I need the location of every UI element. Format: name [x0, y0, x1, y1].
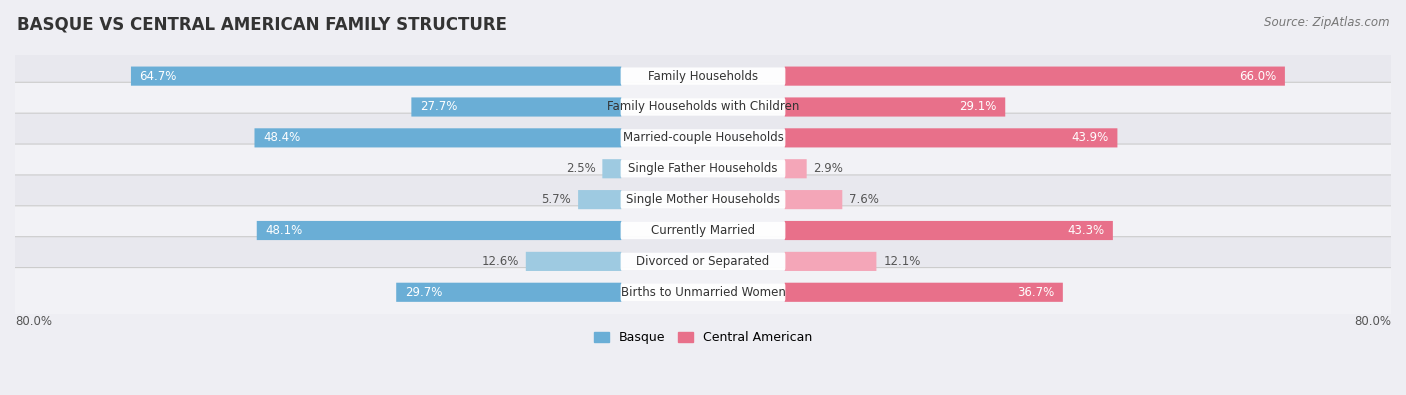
- FancyBboxPatch shape: [620, 253, 786, 270]
- FancyBboxPatch shape: [785, 66, 1285, 86]
- FancyBboxPatch shape: [131, 66, 621, 86]
- FancyBboxPatch shape: [785, 98, 1005, 117]
- Text: 43.9%: 43.9%: [1071, 132, 1109, 145]
- FancyBboxPatch shape: [620, 284, 786, 301]
- FancyBboxPatch shape: [620, 160, 786, 177]
- Text: 36.7%: 36.7%: [1017, 286, 1054, 299]
- FancyBboxPatch shape: [602, 159, 621, 178]
- FancyBboxPatch shape: [785, 283, 1063, 302]
- Text: Source: ZipAtlas.com: Source: ZipAtlas.com: [1264, 16, 1389, 29]
- FancyBboxPatch shape: [785, 128, 1118, 147]
- FancyBboxPatch shape: [254, 128, 621, 147]
- FancyBboxPatch shape: [785, 159, 807, 178]
- Text: Family Households with Children: Family Households with Children: [607, 100, 799, 113]
- Text: 80.0%: 80.0%: [15, 314, 52, 327]
- Text: 29.1%: 29.1%: [959, 100, 997, 113]
- Text: 12.6%: 12.6%: [481, 255, 519, 268]
- Text: 2.9%: 2.9%: [814, 162, 844, 175]
- FancyBboxPatch shape: [8, 237, 1398, 286]
- FancyBboxPatch shape: [8, 175, 1398, 224]
- FancyBboxPatch shape: [8, 113, 1398, 163]
- Text: Births to Unmarried Women: Births to Unmarried Women: [620, 286, 786, 299]
- Text: 43.3%: 43.3%: [1067, 224, 1104, 237]
- Text: 27.7%: 27.7%: [420, 100, 457, 113]
- FancyBboxPatch shape: [620, 98, 786, 116]
- Text: 29.7%: 29.7%: [405, 286, 441, 299]
- Text: Family Households: Family Households: [648, 70, 758, 83]
- Text: 66.0%: 66.0%: [1239, 70, 1277, 83]
- FancyBboxPatch shape: [578, 190, 621, 209]
- FancyBboxPatch shape: [785, 252, 876, 271]
- FancyBboxPatch shape: [620, 68, 786, 85]
- FancyBboxPatch shape: [8, 144, 1398, 194]
- Text: 5.7%: 5.7%: [541, 193, 571, 206]
- Legend: Basque, Central American: Basque, Central American: [589, 326, 817, 349]
- Text: BASQUE VS CENTRAL AMERICAN FAMILY STRUCTURE: BASQUE VS CENTRAL AMERICAN FAMILY STRUCT…: [17, 16, 508, 34]
- Text: 64.7%: 64.7%: [139, 70, 177, 83]
- Text: Single Mother Households: Single Mother Households: [626, 193, 780, 206]
- FancyBboxPatch shape: [785, 221, 1114, 240]
- FancyBboxPatch shape: [396, 283, 621, 302]
- FancyBboxPatch shape: [620, 191, 786, 208]
- FancyBboxPatch shape: [412, 98, 621, 117]
- Text: Married-couple Households: Married-couple Households: [623, 132, 783, 145]
- FancyBboxPatch shape: [785, 190, 842, 209]
- Text: Single Father Households: Single Father Households: [628, 162, 778, 175]
- Text: 7.6%: 7.6%: [849, 193, 879, 206]
- Text: 80.0%: 80.0%: [1354, 314, 1391, 327]
- FancyBboxPatch shape: [8, 206, 1398, 255]
- Text: 12.1%: 12.1%: [883, 255, 921, 268]
- FancyBboxPatch shape: [8, 82, 1398, 132]
- Text: 48.1%: 48.1%: [266, 224, 302, 237]
- Text: 48.4%: 48.4%: [263, 132, 301, 145]
- FancyBboxPatch shape: [526, 252, 621, 271]
- FancyBboxPatch shape: [620, 129, 786, 147]
- FancyBboxPatch shape: [620, 222, 786, 239]
- Text: Divorced or Separated: Divorced or Separated: [637, 255, 769, 268]
- FancyBboxPatch shape: [257, 221, 621, 240]
- Text: 2.5%: 2.5%: [565, 162, 596, 175]
- Text: Currently Married: Currently Married: [651, 224, 755, 237]
- FancyBboxPatch shape: [8, 267, 1398, 317]
- FancyBboxPatch shape: [8, 51, 1398, 101]
